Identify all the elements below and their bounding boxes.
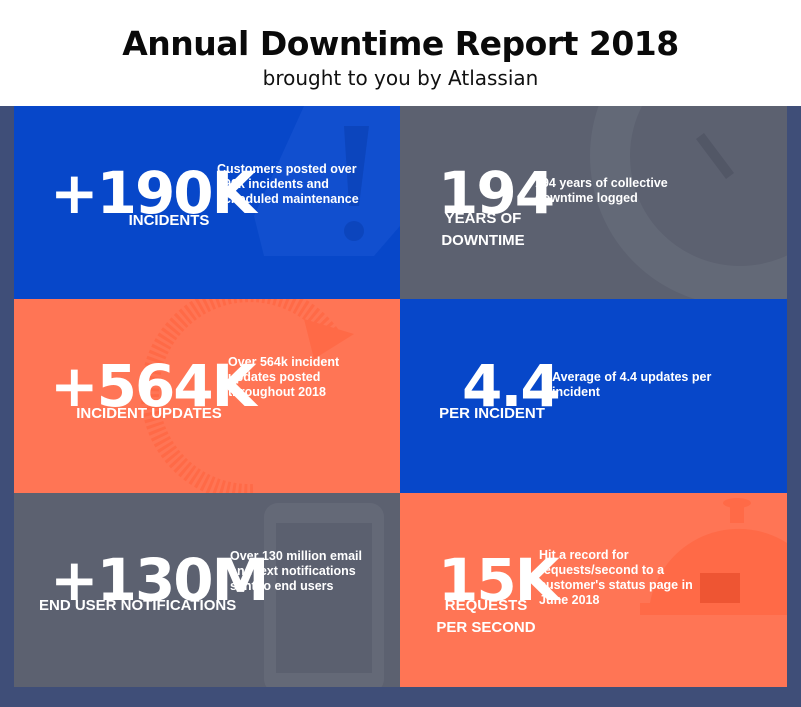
tile-requests: 15K REQUESTS PER SECOND Hit a record for…: [400, 493, 787, 687]
notifications-value: +130M: [50, 546, 269, 614]
per-incident-value: 4.4: [462, 352, 561, 420]
downtime-description: 194 years of collective downtime logged: [535, 176, 668, 205]
downtime-value: 194: [438, 159, 555, 227]
tile-downtime: 194 YEARS OF DOWNTIME 194 years of colle…: [400, 106, 787, 299]
clock-icon: [590, 106, 787, 299]
downtime-label-line2: DOWNTIME: [441, 232, 525, 249]
service-bell-icon: [640, 498, 787, 615]
per-incident-description: Average of 4.4 updates per incident: [552, 370, 712, 399]
updates-value: +564K: [50, 352, 257, 420]
notifications-label: END USER NOTIFICATIONS: [39, 597, 237, 614]
requests-description: Hit a record for requests/second to a cu…: [539, 548, 693, 607]
page-subtitle: brought to you by Atlassian: [262, 66, 539, 90]
downtime-label-line1: YEARS OF: [444, 210, 522, 227]
page-title: Annual Downtime Report 2018: [122, 24, 679, 63]
incidents-label: INCIDENTS: [128, 212, 210, 229]
notifications-description: Over 130 million email and text notifica…: [230, 549, 363, 593]
requests-label-line2: PER SECOND: [436, 619, 536, 636]
requests-value: 15K: [438, 546, 560, 614]
tile-per-incident: 4.4 PER INCIDENT Average of 4.4 updates …: [400, 299, 787, 493]
updates-label: INCIDENT UPDATES: [76, 405, 222, 422]
requests-label-line1: REQUESTS: [444, 597, 528, 614]
per-incident-label: PER INCIDENT: [439, 405, 545, 422]
refresh-arrow-icon: [140, 299, 354, 493]
warning-icon: [254, 106, 400, 256]
tile-updates: +564K INCIDENT UPDATES Over 564k inciden…: [14, 299, 400, 493]
tile-notifications: +130M END USER NOTIFICATIONS Over 130 mi…: [14, 493, 400, 687]
phone-icon: [264, 503, 384, 687]
header: Annual Downtime Report 2018 brought to y…: [0, 0, 801, 106]
incidents-value: +190K: [50, 159, 257, 227]
incidents-description: Customers posted over 190k incidents and…: [217, 162, 359, 206]
tile-incidents: +190K INCIDENTS Customers posted over 19…: [14, 106, 400, 299]
updates-description: Over 564k incident updates posted throug…: [228, 355, 340, 399]
